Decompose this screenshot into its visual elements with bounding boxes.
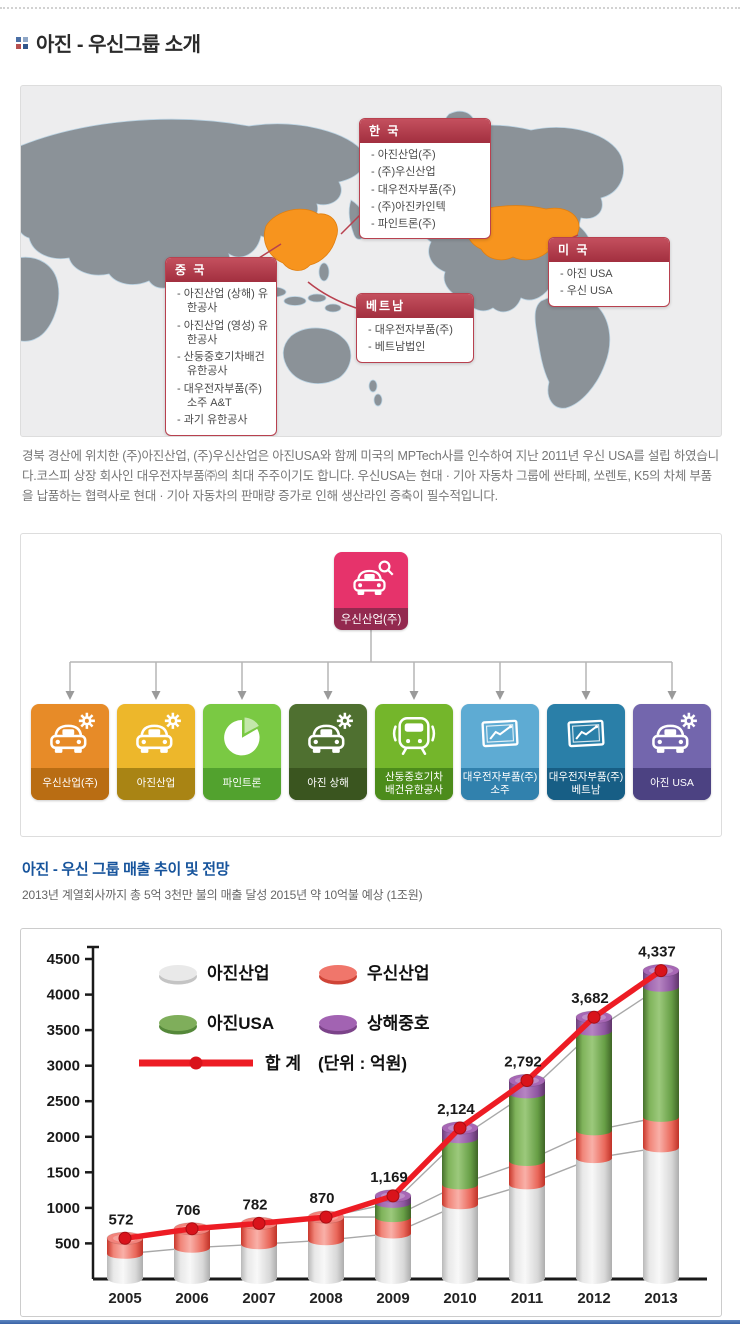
svg-text:우신산업: 우신산업	[367, 964, 430, 983]
svg-text:3,682: 3,682	[571, 990, 609, 1007]
org-card-2: 파인트론	[203, 704, 281, 800]
svg-text:2006: 2006	[175, 1290, 208, 1307]
svg-text:4,337: 4,337	[638, 944, 676, 961]
org-card-label: 파인트론	[203, 768, 281, 800]
svg-text:572: 572	[108, 1211, 133, 1228]
org-chart-panel: 우신산업(주) 우신산업(주)	[20, 533, 722, 837]
org-card-label: 대우전자부품(주) 베트남	[547, 768, 625, 800]
svg-text:합 계: 합 계	[265, 1053, 301, 1073]
car-gear-icon	[31, 704, 109, 768]
callout-item: 대우전자부품(주) 소주 A&T	[174, 382, 268, 411]
car-gear-icon	[289, 704, 367, 768]
train-icon	[375, 704, 453, 768]
svg-text:1000: 1000	[47, 1200, 80, 1217]
org-connector-lines	[65, 630, 677, 700]
svg-text:아진산업: 아진산업	[207, 964, 270, 983]
org-root-card: 우신산업(주)	[334, 552, 408, 630]
world-map-panel: 한 국아진산업(주) (주)우신산업대우전자부품(주) (주)아진카인텍파인트론(주…	[20, 85, 722, 437]
svg-text:2009: 2009	[376, 1290, 409, 1307]
svg-text:2012: 2012	[577, 1290, 610, 1307]
org-card-1: 아진산업	[117, 704, 195, 800]
top-dotted-divider	[0, 7, 740, 9]
callout-item: (주)우신산업	[368, 165, 482, 179]
org-card-3: 아진 상해	[289, 704, 367, 800]
callout-item: 대우전자부품(주)	[368, 183, 482, 197]
org-card-label: 아진 상해	[289, 768, 367, 800]
svg-text:2,792: 2,792	[504, 1054, 542, 1071]
map-callout-title: 중 국	[166, 258, 276, 282]
svg-text:706: 706	[175, 1202, 200, 1219]
map-callout-title: 베트남	[357, 294, 473, 318]
svg-text:3500: 3500	[47, 1022, 80, 1039]
title-bullet-icon	[16, 36, 28, 49]
page-header: 아진 - 우신그룹 소개	[16, 28, 201, 57]
bottom-divider	[0, 1320, 740, 1324]
sales-subtitle: 2013년 계열회사까지 총 5억 3천만 불의 매출 달성 2015년 약 1…	[22, 888, 423, 902]
svg-text:1,169: 1,169	[370, 1169, 408, 1186]
map-callout-vietnam: 베트남대우전자부품(주) 베트남법인	[356, 293, 474, 363]
org-card-label: 대우전자부품(주) 소주	[461, 768, 539, 800]
map-callout-china: 중 국아진산업 (상해) 유한공사아진산업 (영성) 유한공사산둥중호기차배건 …	[165, 257, 277, 436]
svg-text:2007: 2007	[242, 1290, 275, 1307]
intro-text: 경북 경산에 위치한 (주)아진산업, (주)우신산업은 아진USA와 함께 미…	[22, 449, 719, 503]
org-card-6: 대우전자부품(주) 베트남	[547, 704, 625, 800]
svg-text:2005: 2005	[108, 1290, 141, 1307]
pie-icon	[203, 704, 281, 768]
map-callout-title: 미 국	[549, 238, 669, 262]
svg-text:2013: 2013	[644, 1290, 677, 1307]
chart-icon	[547, 704, 625, 768]
sales-section-header: 아진 - 우신 그룹 매출 추이 및 전망 2013년 계열회사까지 총 5억 …	[22, 858, 722, 903]
sales-chart: 500 1000 1500 2000 2500 3000 3500 4000 4500 572 70…	[47, 944, 707, 1307]
callout-item: 아진산업 (상해) 유한공사	[174, 287, 268, 316]
svg-text:(단위 : 억원): (단위 : 억원)	[318, 1054, 407, 1073]
callout-item: 아진산업(주)	[368, 148, 482, 162]
svg-text:870: 870	[309, 1190, 334, 1207]
org-card-7: 아진 USA	[633, 704, 711, 800]
callout-item: 파인트론(주)	[368, 217, 482, 231]
callout-item: 베트남법인	[365, 340, 465, 354]
org-card-label: 아진 USA	[633, 768, 711, 800]
map-callout-usa: 미 국아진 USA 우신 USA	[548, 237, 670, 307]
svg-text:2008: 2008	[309, 1290, 342, 1307]
org-card-0: 우신산업(주)	[31, 704, 109, 800]
svg-text:2000: 2000	[47, 1129, 80, 1146]
svg-text:2011: 2011	[511, 1290, 544, 1307]
callout-item: (주)아진카인텍	[368, 200, 482, 214]
car-search-icon	[334, 552, 408, 608]
sales-title: 아진 - 우신 그룹 매출 추이 및 전망	[22, 861, 230, 878]
china-highlight	[264, 208, 338, 271]
callout-item: 우신 USA	[557, 284, 661, 298]
svg-text:2500: 2500	[47, 1093, 80, 1110]
car-gear-icon	[633, 704, 711, 768]
car-gear-icon	[117, 704, 195, 768]
svg-text:아진USA: 아진USA	[207, 1014, 274, 1033]
chart-icon	[461, 704, 539, 768]
svg-text:500: 500	[55, 1235, 80, 1252]
org-card-5: 대우전자부품(주) 소주	[461, 704, 539, 800]
callout-item: 대우전자부품(주)	[365, 323, 465, 337]
svg-text:4000: 4000	[47, 987, 80, 1004]
org-card-4: 산둥중호기차 배건유한공사	[375, 704, 453, 800]
svg-text:상해중호: 상해중호	[367, 1014, 430, 1033]
callout-item: 아진산업 (영성) 유한공사	[174, 319, 268, 348]
org-card-label: 아진산업	[117, 768, 195, 800]
org-card-label: 산둥중호기차 배건유한공사	[375, 768, 453, 800]
svg-text:4500: 4500	[47, 951, 80, 968]
callout-item: 아진 USA	[557, 267, 661, 281]
org-card-label: 우신산업(주)	[31, 768, 109, 800]
svg-text:3000: 3000	[47, 1058, 80, 1075]
sales-chart-panel: 500 1000 1500 2000 2500 3000 3500 4000 4500 572 70…	[20, 928, 722, 1317]
svg-text:782: 782	[242, 1196, 267, 1213]
callout-item: 산둥중호기차배건 유한공사	[174, 350, 268, 379]
map-callout-title: 한 국	[360, 119, 490, 143]
world-map	[21, 110, 624, 409]
org-root-label: 우신산업(주)	[334, 608, 408, 630]
svg-text:2010: 2010	[443, 1290, 476, 1307]
map-callout-korea: 한 국아진산업(주) (주)우신산업대우전자부품(주) (주)아진카인텍파인트론(주…	[359, 118, 491, 240]
callout-item: 과기 유한공사	[174, 413, 268, 427]
svg-text:2,124: 2,124	[437, 1101, 475, 1118]
svg-text:1500: 1500	[47, 1164, 80, 1181]
page-title: 아진 - 우신그룹 소개	[36, 34, 201, 56]
